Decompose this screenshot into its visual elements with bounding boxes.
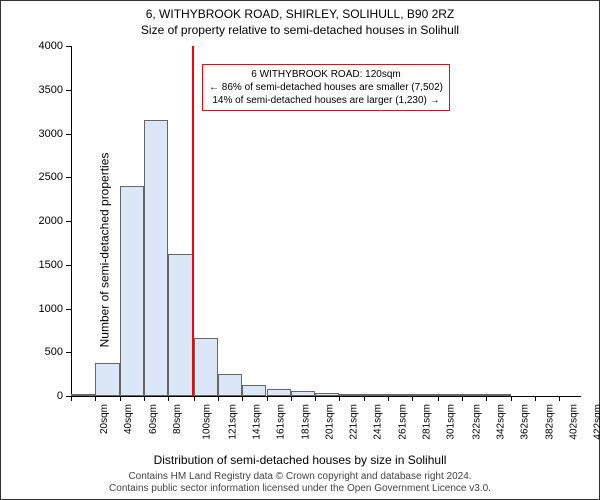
- x-tick: [364, 396, 365, 401]
- y-tick-label: 1500: [39, 259, 63, 271]
- histogram-bar: [144, 120, 168, 396]
- x-tick: [242, 396, 243, 401]
- histogram-bar: [364, 394, 388, 396]
- x-tick: [339, 396, 340, 401]
- x-tick: [412, 396, 413, 401]
- histogram-bar: [168, 254, 194, 396]
- y-tick-label: 1000: [39, 303, 63, 315]
- x-axis-label: Distribution of semi-detached houses by …: [1, 453, 599, 467]
- info-box-line: ← 86% of semi-detached houses are smalle…: [209, 81, 443, 94]
- histogram-bar: [315, 393, 339, 397]
- histogram-bar: [438, 394, 462, 396]
- x-tick: [535, 396, 536, 401]
- x-tick: [95, 396, 96, 401]
- x-tick: [511, 396, 512, 401]
- info-box: 6 WITHYBROOK ROAD: 120sqm← 86% of semi-d…: [202, 64, 450, 111]
- info-box-line: 14% of semi-detached houses are larger (…: [209, 94, 443, 107]
- histogram-bar: [95, 363, 119, 396]
- chart-container: { "chart": { "type": "histogram", "title…: [0, 0, 600, 500]
- x-tick: [144, 396, 145, 401]
- chart-subtitle: Size of property relative to semi-detach…: [1, 23, 599, 37]
- x-tick-label: 362sqm: [520, 404, 531, 440]
- histogram-bar: [486, 394, 510, 396]
- x-tick: [388, 396, 389, 401]
- x-tick-label: 281sqm: [422, 404, 433, 440]
- histogram-bar: [194, 338, 218, 396]
- x-tick-label: 241sqm: [373, 404, 384, 440]
- histogram-bar: [218, 374, 242, 396]
- y-axis-spine: [71, 46, 72, 396]
- x-tick: [462, 396, 463, 401]
- histogram-bar: [267, 389, 291, 396]
- footer-line-2: Contains public sector information licen…: [1, 483, 599, 495]
- marker-line: [192, 46, 194, 396]
- x-tick-label: 100sqm: [202, 404, 213, 440]
- y-tick: [66, 352, 71, 353]
- y-tick-label: 4000: [39, 40, 63, 52]
- histogram-bar: [242, 385, 266, 396]
- x-tick-label: 221sqm: [349, 404, 360, 440]
- x-tick: [71, 396, 72, 401]
- x-tick-label: 60sqm: [148, 404, 159, 434]
- x-tick: [168, 396, 169, 401]
- x-axis-spine: [71, 396, 581, 397]
- x-tick: [267, 396, 268, 401]
- histogram-bar: [388, 394, 412, 396]
- y-tick-label: 2500: [39, 171, 63, 183]
- y-tick: [66, 46, 71, 47]
- x-tick-label: 20sqm: [99, 404, 110, 434]
- y-tick: [66, 221, 71, 222]
- x-tick-label: 301sqm: [446, 404, 457, 440]
- histogram-bar: [291, 391, 315, 396]
- x-tick-label: 181sqm: [300, 404, 311, 440]
- y-tick-label: 2000: [39, 215, 63, 227]
- histogram-bar: [339, 394, 363, 396]
- plot-area: 0500100015002000250030003500400020sqm40s…: [71, 46, 581, 396]
- x-tick-label: 161sqm: [276, 404, 287, 440]
- x-tick: [315, 396, 316, 401]
- histogram-bar: [71, 394, 95, 396]
- x-tick-label: 261sqm: [397, 404, 408, 440]
- x-tick: [218, 396, 219, 401]
- x-tick: [194, 396, 195, 401]
- y-tick: [66, 177, 71, 178]
- x-tick-label: 342sqm: [496, 404, 507, 440]
- x-tick-label: 80sqm: [172, 404, 183, 434]
- y-tick: [66, 90, 71, 91]
- info-box-line: 6 WITHYBROOK ROAD: 120sqm: [209, 68, 443, 81]
- y-tick-label: 500: [45, 346, 63, 358]
- y-tick-label: 0: [57, 390, 63, 402]
- x-tick-label: 40sqm: [123, 404, 134, 434]
- footer-attribution: Contains HM Land Registry data © Crown c…: [1, 471, 599, 495]
- x-tick-label: 141sqm: [252, 404, 263, 440]
- y-tick: [66, 309, 71, 310]
- x-tick: [438, 396, 439, 401]
- y-tick-label: 3500: [39, 84, 63, 96]
- x-tick: [291, 396, 292, 401]
- histogram-bar: [462, 394, 486, 396]
- x-tick: [559, 396, 560, 401]
- x-tick-label: 322sqm: [471, 404, 482, 440]
- histogram-bar: [120, 186, 144, 396]
- x-tick-label: 382sqm: [544, 404, 555, 440]
- x-tick-label: 422sqm: [593, 404, 600, 440]
- y-tick: [66, 265, 71, 266]
- y-tick: [66, 134, 71, 135]
- x-tick-label: 402sqm: [568, 404, 579, 440]
- x-tick: [486, 396, 487, 401]
- chart-title: 6, WITHYBROOK ROAD, SHIRLEY, SOLIHULL, B…: [1, 7, 599, 21]
- x-tick: [120, 396, 121, 401]
- footer-line-1: Contains HM Land Registry data © Crown c…: [1, 471, 599, 483]
- y-tick-label: 3000: [39, 128, 63, 140]
- histogram-bar: [412, 394, 438, 396]
- x-tick-label: 121sqm: [227, 404, 238, 440]
- x-tick-label: 201sqm: [324, 404, 335, 440]
